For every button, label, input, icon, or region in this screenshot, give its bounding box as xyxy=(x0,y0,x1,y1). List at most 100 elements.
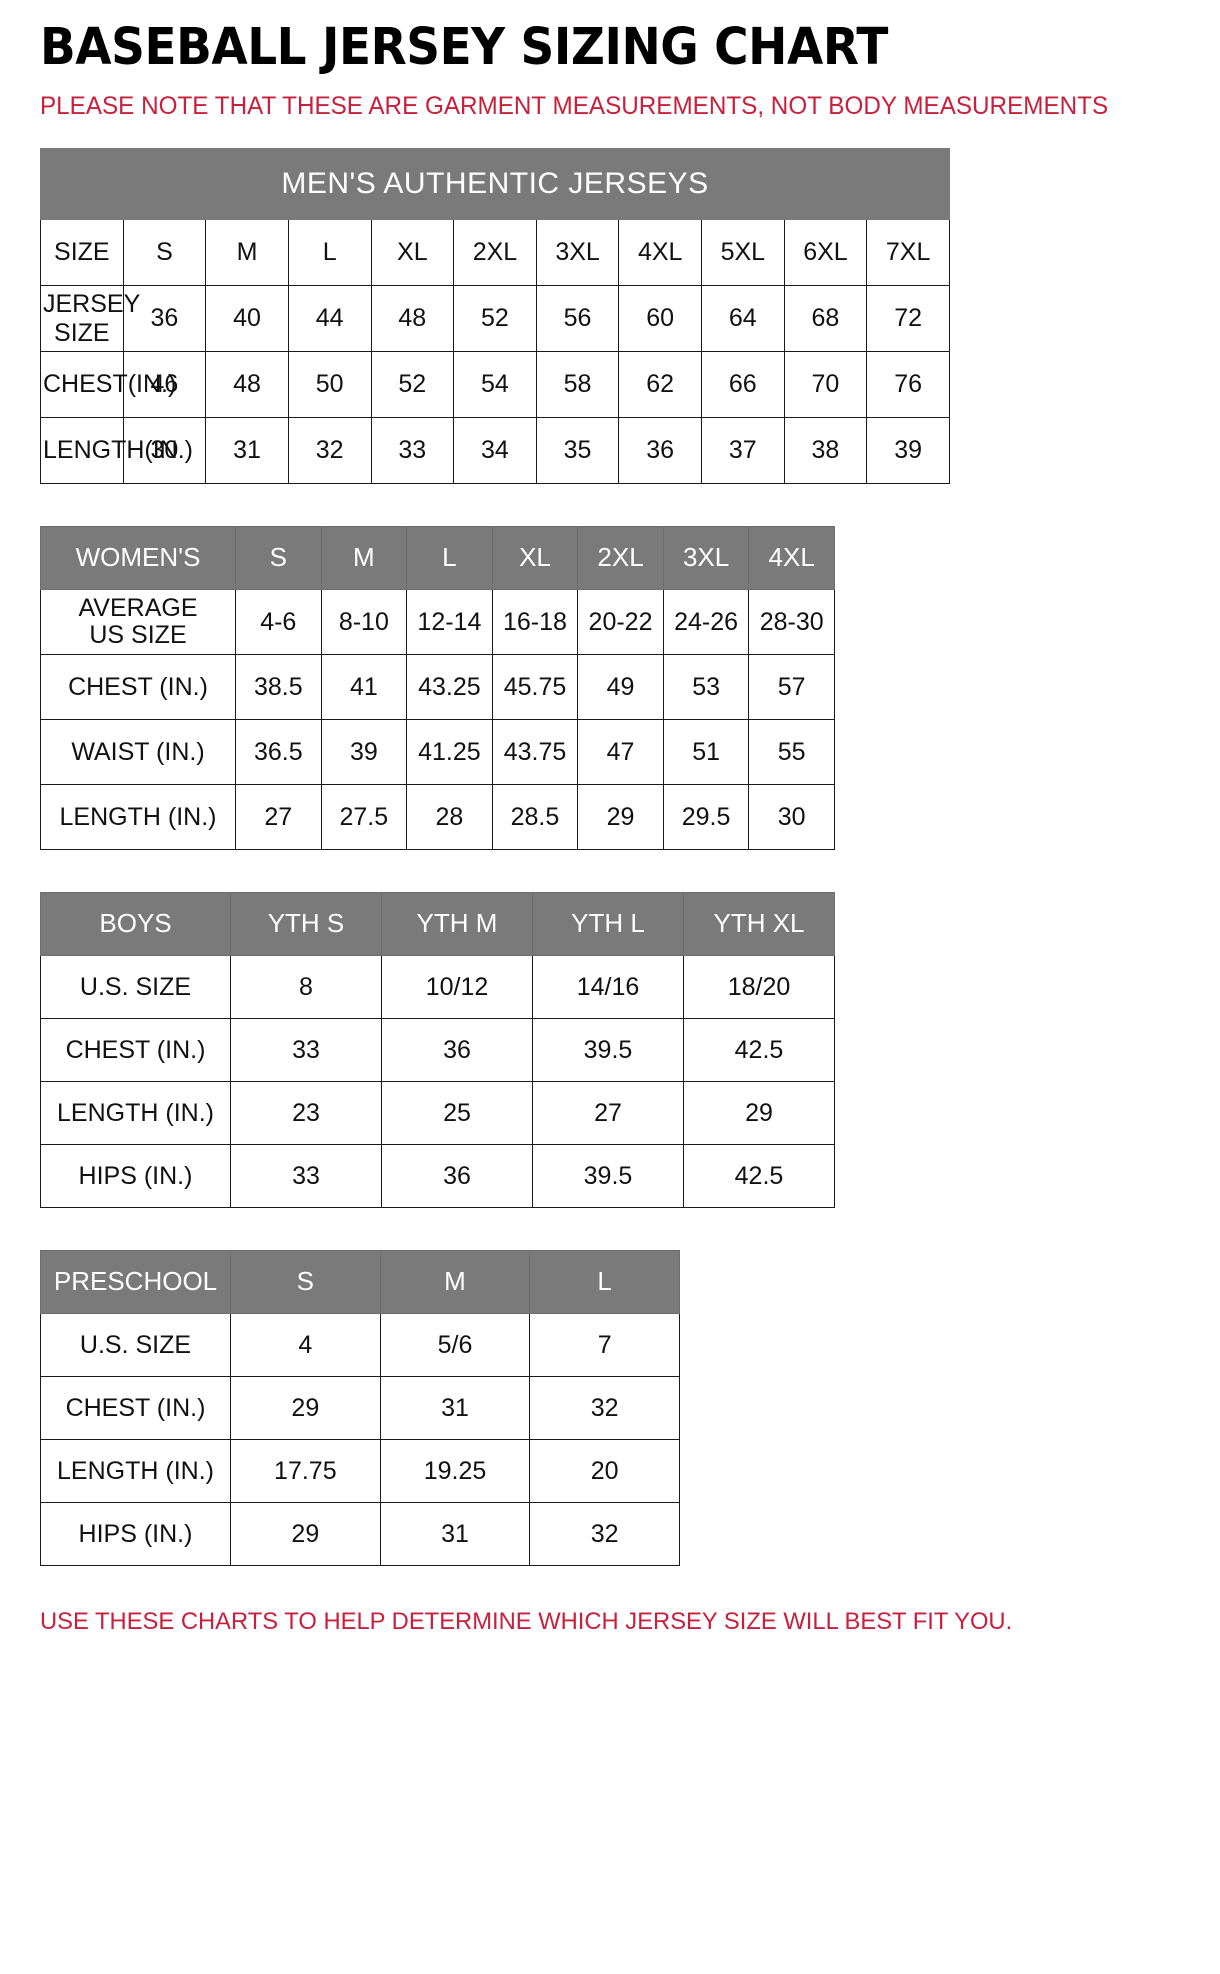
mens-col-header: 5XL xyxy=(701,219,785,287)
cell-value: 39.5 xyxy=(532,1018,684,1083)
womens-col-header: L xyxy=(406,526,493,591)
cell-value: 66 xyxy=(701,351,785,419)
table-row: WAIST (IN.) 36.5 39 41.25 43.75 47 51 55 xyxy=(40,719,835,786)
cell-value: 56 xyxy=(535,285,620,353)
cell-value: 36 xyxy=(618,417,702,485)
table-row: HIPS (IN.) 33 36 39.5 42.5 xyxy=(40,1144,835,1209)
cell-value: 24-26 xyxy=(662,589,750,656)
cell-value: 29.5 xyxy=(662,784,750,851)
cell-value: 32 xyxy=(287,417,372,485)
row-label: WAIST (IN.) xyxy=(40,719,236,786)
mens-sizing-table: MEN'S AUTHENTIC JERSEYS SIZE S M L XL 2X… xyxy=(40,148,950,485)
womens-sizing-table: WOMEN'S S M L XL 2XL 3XL 4XL AVERAGE US S… xyxy=(40,526,835,851)
cell-value: 43.25 xyxy=(406,654,493,721)
cell-value: 57 xyxy=(748,654,835,721)
cell-value: 36 xyxy=(122,285,207,353)
garment-measurement-note: PLEASE NOTE THAT THESE ARE GARMENT MEASU… xyxy=(40,92,1109,120)
mens-col-header: 4XL xyxy=(618,219,702,287)
cell-value: 76 xyxy=(866,351,950,419)
cell-value: 27 xyxy=(235,784,322,851)
table-row: U.S. SIZE 4 5/6 7 xyxy=(40,1313,680,1378)
row-label: U.S. SIZE xyxy=(40,955,231,1020)
womens-col-header: S xyxy=(235,526,322,591)
table-header-row: SIZE S M L XL 2XL 3XL 4XL 5XL 6XL 7XL xyxy=(40,219,950,287)
boys-col-header: YTH L xyxy=(532,892,684,957)
boys-sizing-table: BOYS YTH S YTH M YTH L YTH XL U.S. SIZE … xyxy=(40,892,835,1209)
boys-banner-label: BOYS xyxy=(40,892,231,957)
cell-value: 51 xyxy=(662,719,750,786)
cell-value: 29 xyxy=(577,784,664,851)
cell-value: 37 xyxy=(701,417,785,485)
cell-value: 54 xyxy=(453,351,537,419)
table-row: U.S. SIZE 8 10/12 14/16 18/20 xyxy=(40,955,835,1020)
cell-value: 33 xyxy=(230,1144,382,1209)
mens-col-header: 6XL xyxy=(783,219,868,287)
cell-value: 42.5 xyxy=(683,1018,835,1083)
row-label: LENGTH (IN.) xyxy=(40,1439,231,1504)
footer-note: USE THESE CHARTS TO HELP DETERMINE WHICH… xyxy=(40,1608,1013,1636)
cell-value: 33 xyxy=(230,1018,382,1083)
row-label: CHEST (IN.) xyxy=(40,1376,231,1441)
table-row: CHEST (IN.) 33 36 39.5 42.5 xyxy=(40,1018,835,1083)
row-label: LENGTH(IN.) xyxy=(40,417,193,485)
cell-value: 28-30 xyxy=(748,589,835,656)
cell-value: 29 xyxy=(230,1502,381,1567)
cell-value: 32 xyxy=(529,1376,680,1441)
womens-col-header: XL xyxy=(491,526,579,591)
cell-value: 4-6 xyxy=(235,589,322,656)
cell-value: 28 xyxy=(406,784,493,851)
cell-value: 39 xyxy=(866,417,950,485)
preschool-sizing-table: PRESCHOOL S M L U.S. SIZE 4 5/6 7 CHEST … xyxy=(40,1250,680,1567)
cell-value: 32 xyxy=(529,1502,680,1567)
cell-value: 43.75 xyxy=(491,719,579,786)
cell-value: 60 xyxy=(618,285,702,353)
cell-value: 41.25 xyxy=(406,719,493,786)
table-row: LENGTH (IN.) 23 25 27 29 xyxy=(40,1081,835,1146)
table-row: HIPS (IN.) 29 31 32 xyxy=(40,1502,680,1567)
cell-value: 38 xyxy=(783,417,868,485)
cell-value: 64 xyxy=(701,285,785,353)
boys-col-header: YTH S xyxy=(230,892,382,957)
row-label-line2: US SIZE xyxy=(89,621,187,650)
cell-value: 30 xyxy=(122,417,207,485)
row-label: LENGTH (IN.) xyxy=(40,784,236,851)
cell-value: 39 xyxy=(320,719,408,786)
row-label: LENGTH (IN.) xyxy=(40,1081,231,1146)
cell-value: 5/6 xyxy=(379,1313,531,1378)
boys-col-header: YTH XL xyxy=(683,892,835,957)
cell-value: 36 xyxy=(381,1018,533,1083)
row-label-line1: AVERAGE xyxy=(78,593,198,622)
table-row: AVERAGE US SIZE 4-6 8-10 12-14 16-18 20-2… xyxy=(40,589,835,656)
cell-value: 20 xyxy=(529,1439,680,1504)
cell-value: 18/20 xyxy=(683,955,835,1020)
cell-value: 12-14 xyxy=(406,589,493,656)
cell-value: 49 xyxy=(577,654,664,721)
cell-value: 31 xyxy=(379,1502,531,1567)
cell-value: 53 xyxy=(662,654,750,721)
row-label: U.S. SIZE xyxy=(40,1313,231,1378)
cell-value: 20-22 xyxy=(577,589,664,656)
row-label: JERSEY SIZE xyxy=(40,285,140,353)
table-row: LENGTH (IN.) 17.75 19.25 20 xyxy=(40,1439,680,1504)
cell-value: 42.5 xyxy=(683,1144,835,1209)
cell-value: 40 xyxy=(205,285,289,353)
table-row: LENGTH (IN.) 27 27.5 28 28.5 29 29.5 30 xyxy=(40,784,835,851)
cell-value: 47 xyxy=(577,719,664,786)
table-header-row: WOMEN'S S M L XL 2XL 3XL 4XL xyxy=(40,526,835,591)
row-label: CHEST (IN.) xyxy=(40,1018,231,1083)
cell-value: 8-10 xyxy=(320,589,408,656)
preschool-col-header: M xyxy=(379,1250,531,1315)
cell-value: 55 xyxy=(748,719,835,786)
cell-value: 28.5 xyxy=(491,784,579,851)
womens-col-header: 2XL xyxy=(577,526,664,591)
boys-col-header: YTH M xyxy=(381,892,533,957)
cell-value: 52 xyxy=(453,285,537,353)
cell-value: 27 xyxy=(532,1081,684,1146)
cell-value: 27.5 xyxy=(320,784,408,851)
row-label: CHEST (IN.) xyxy=(40,654,236,721)
womens-col-header: 4XL xyxy=(748,526,835,591)
cell-value: 29 xyxy=(230,1376,381,1441)
cell-value: 72 xyxy=(866,285,950,353)
cell-value: 50 xyxy=(287,351,372,419)
cell-value: 16-18 xyxy=(491,589,579,656)
